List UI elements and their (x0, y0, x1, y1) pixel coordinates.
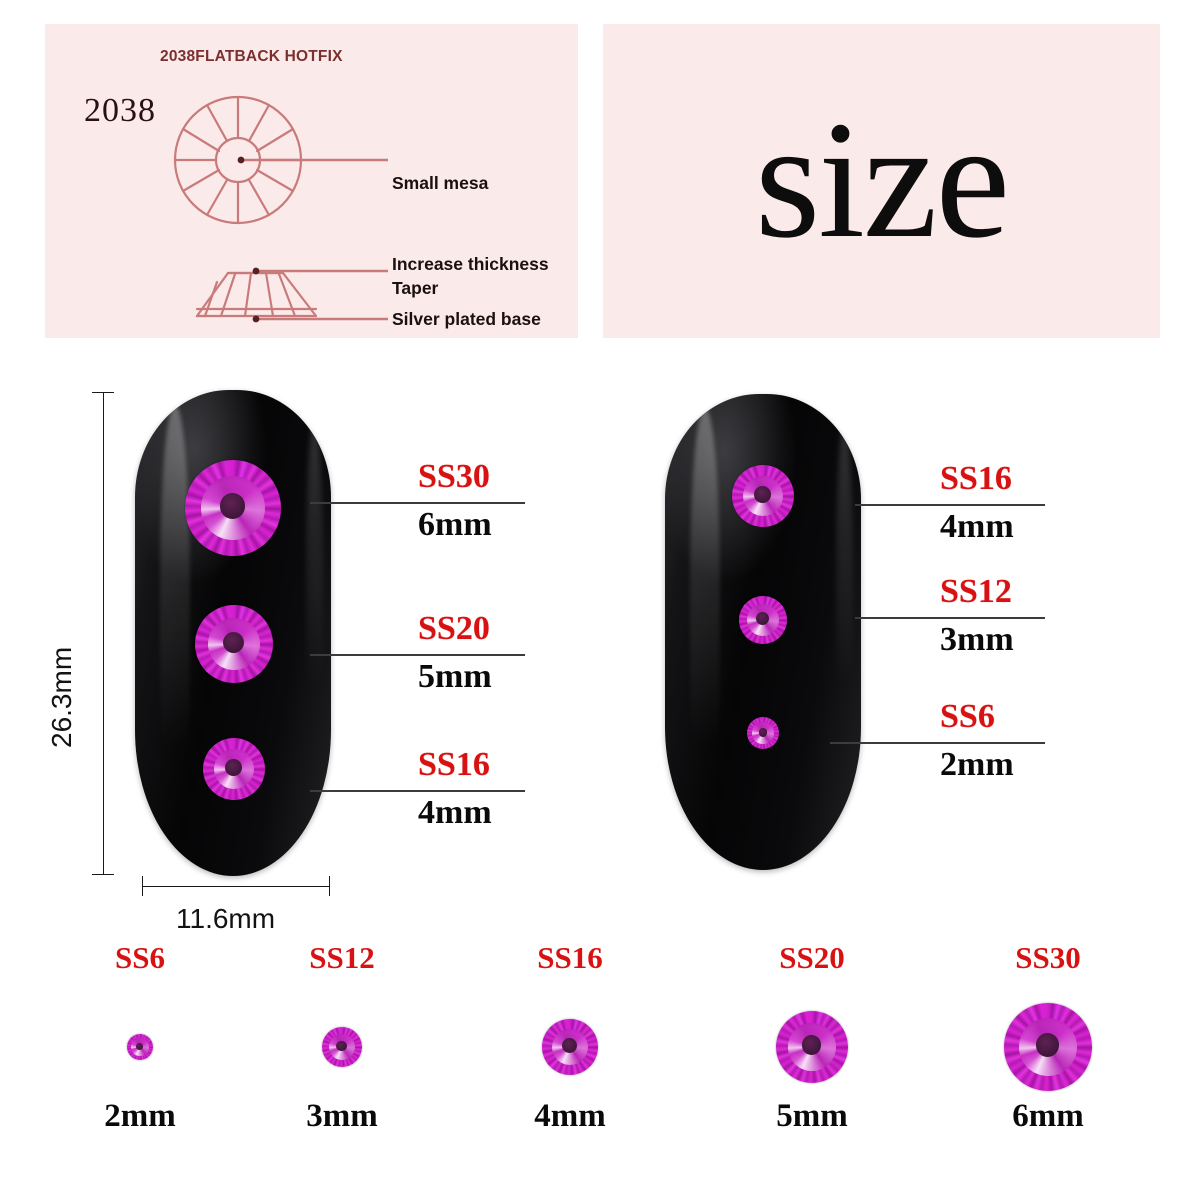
swatch-ss-label: SS6 (115, 940, 165, 975)
swatch-ss-label: SS16 (537, 940, 603, 975)
callout-ss-label: SS30 (418, 458, 490, 495)
gem-core (754, 486, 772, 503)
swatch-ss-label: SS12 (309, 940, 375, 975)
swatch-ss-label: SS30 (1015, 940, 1081, 975)
gem-ss12 (739, 596, 787, 644)
gem-ss16 (732, 465, 794, 527)
swatch-ss20: SS20 5mm (732, 940, 892, 1160)
gem-ss6 (747, 717, 779, 749)
callout-mm-label: 5mm (418, 658, 492, 695)
gem-core (1035, 1032, 1060, 1057)
diagram-label-taper: Taper (392, 278, 439, 298)
diagram-title: 2038FLATBACK HOTFIX (160, 48, 343, 65)
leader-line (310, 790, 525, 792)
gem-core (136, 1042, 144, 1050)
leader-line (310, 502, 525, 504)
gem-ss20 (195, 605, 273, 683)
swatch-gem (322, 1027, 362, 1067)
swatch-mm-label: 3mm (306, 1098, 378, 1134)
height-dimension-bottom-cap (92, 874, 114, 875)
swatch-gem (776, 1011, 848, 1083)
height-dimension-line (103, 392, 104, 874)
nail-width-label: 11.6mm (176, 903, 276, 934)
width-dimension-line (142, 886, 330, 887)
gem-core (336, 1040, 348, 1052)
gem-core (801, 1035, 822, 1055)
callout-mm-label: 3mm (940, 621, 1014, 658)
callout-mm-label: 6mm (418, 506, 492, 543)
callout-mm-label: 2mm (940, 746, 1014, 783)
callout-ss-label: SS16 (418, 746, 490, 783)
swatch-ss6: SS6 2mm (60, 940, 220, 1160)
gem-core (223, 631, 245, 653)
callout-mm-label: 4mm (940, 508, 1014, 545)
product-diagram-panel: 2038FLATBACK HOTFIX 2038 (45, 24, 578, 338)
swatch-ss16: SS16 4mm (490, 940, 650, 1160)
swatch-ss-label: SS20 (779, 940, 845, 975)
swatch-gem (1004, 1003, 1092, 1091)
model-number: 2038 (84, 92, 156, 129)
swatch-gem (542, 1019, 598, 1075)
gem-core (225, 759, 243, 776)
nail-sample-left (135, 390, 331, 876)
swatch-mm-label: 6mm (1012, 1098, 1084, 1134)
page-title: size (754, 87, 1010, 274)
diagram-label-increase-thickness: Increase thickness (392, 254, 549, 274)
nail-sample-right (665, 394, 861, 870)
diagram-label-silver-plated-base: Silver plated base (392, 309, 541, 329)
callout-ss-label: SS12 (940, 573, 1012, 610)
leader-line (855, 617, 1045, 619)
callout-ss-label: SS20 (418, 610, 490, 647)
leader-line (310, 654, 525, 656)
callout-ss-label: SS6 (940, 698, 995, 735)
leader-line (830, 742, 1045, 744)
flatback-top-view-diagram (173, 95, 388, 323)
gem-core (562, 1038, 578, 1054)
gem-core (758, 727, 768, 737)
gem-core (756, 612, 770, 626)
gem-core (219, 492, 246, 519)
swatch-ss30: SS30 6mm (968, 940, 1128, 1160)
gem-ss16 (203, 738, 265, 800)
nail-height-label: 26.3mm (46, 646, 77, 748)
callout-mm-label: 4mm (418, 794, 492, 831)
leader-line (855, 504, 1045, 506)
callout-ss-label: SS16 (940, 460, 1012, 497)
swatch-mm-label: 4mm (534, 1098, 606, 1134)
swatch-gem (127, 1034, 153, 1060)
diagram-label-small-mesa: Small mesa (392, 173, 489, 193)
width-dimension-right-cap (329, 876, 330, 896)
gem-ss30 (185, 460, 281, 556)
size-heading-panel: size (603, 24, 1160, 338)
swatch-mm-label: 2mm (104, 1098, 176, 1134)
swatch-ss12: SS12 3mm (262, 940, 422, 1160)
swatch-mm-label: 5mm (776, 1098, 848, 1134)
